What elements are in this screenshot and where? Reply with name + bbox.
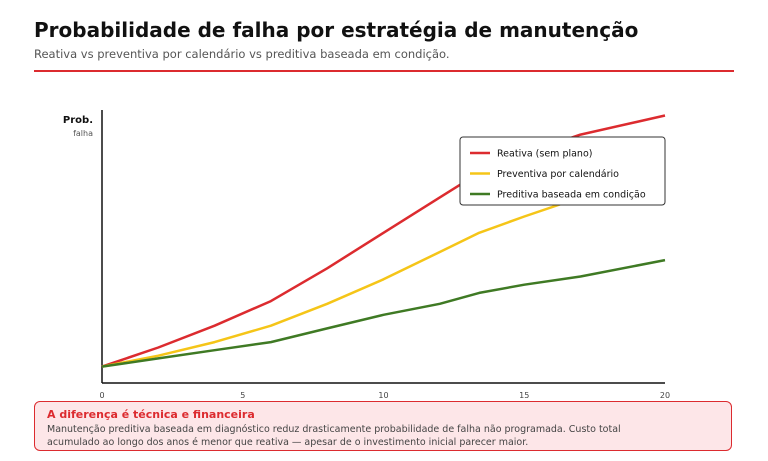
callout-text: Manutenção preditiva baseada em diagnóst… (47, 424, 621, 448)
chart-subtitle: Reativa vs preventiva por calendário vs … (34, 47, 450, 61)
y-axis-sublabel: falha (73, 129, 93, 138)
line-chart: Prob. falha 0 5 10 15 20 Reativa (sem plano)… (63, 110, 670, 400)
legend-box (459, 136, 666, 206)
x-tick-label: 10 (378, 391, 388, 400)
legend-label-0: Reativa (sem plano) (497, 149, 592, 160)
x-tick-label: 20 (660, 391, 670, 400)
x-tick-label: 5 (240, 391, 245, 400)
legend-label-2: Preditiva baseada em condição (497, 190, 646, 201)
legend: Reativa (sem plano) Preventiva por calend… (459, 136, 666, 206)
legend-label-1: Preventiva por calendário (497, 169, 619, 180)
x-tick-label: 15 (519, 391, 529, 400)
callout-title: A diferença é técnica e financeira (47, 408, 255, 421)
series-line-2 (101, 258, 666, 368)
x-tick-label: 0 (99, 391, 104, 400)
y-axis-label: Prob. (63, 115, 93, 126)
header-divider (34, 70, 734, 72)
chart-title: Probabilidade de falha por estratégia de… (34, 18, 639, 42)
series-line-1 (101, 168, 666, 368)
callout-box: A diferença é técnica e financeira Manut… (34, 401, 732, 451)
x-ticks: 0 5 10 15 20 (99, 391, 670, 400)
axes: Prob. falha (63, 110, 665, 384)
